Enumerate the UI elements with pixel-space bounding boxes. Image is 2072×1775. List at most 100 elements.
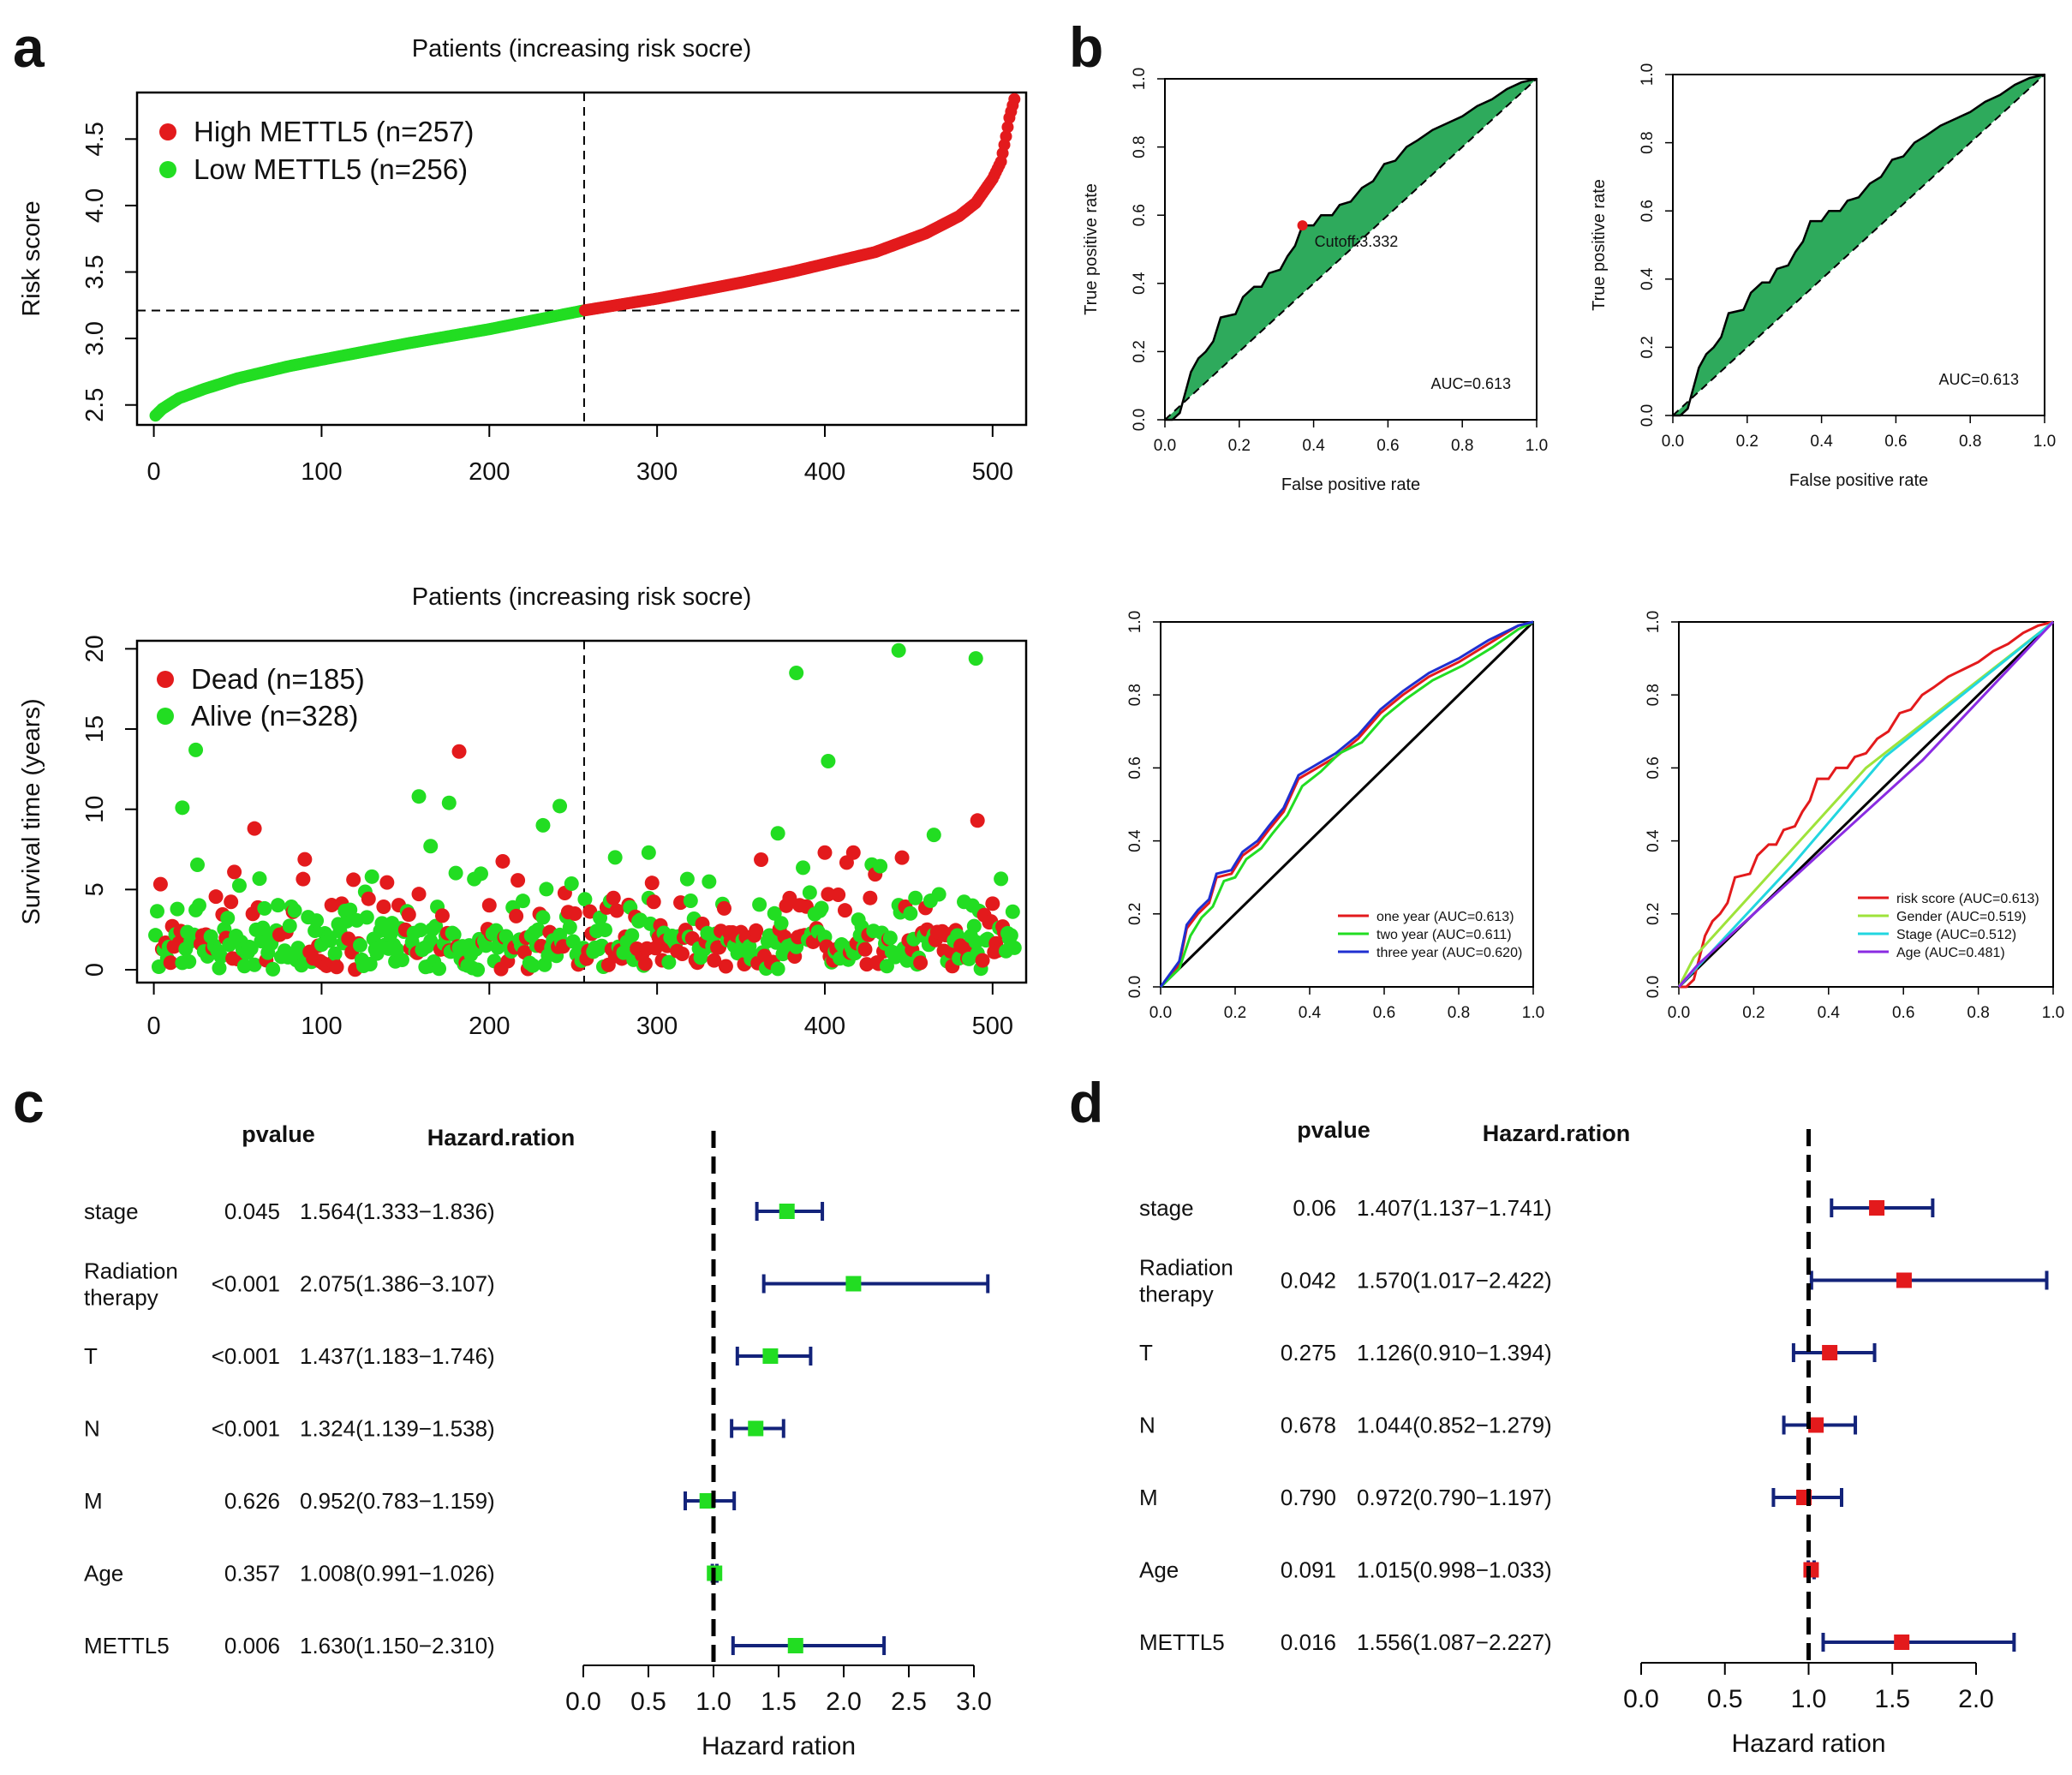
hazard-marker [779, 1204, 795, 1219]
y-tick-label: 0.4 [1126, 829, 1144, 852]
y-tick-label: 1.0 [1131, 68, 1149, 90]
survival-point [432, 961, 447, 977]
survival-point [770, 826, 785, 841]
survival-point [845, 845, 861, 860]
y-tick-label: 0.4 [1645, 829, 1663, 852]
y-tick-label: 4.0 [81, 188, 109, 223]
row-label: METTL5 [1139, 1629, 1225, 1655]
survival-point [175, 800, 190, 816]
survival-point [773, 916, 789, 931]
x-tick-label: 0.2 [1736, 433, 1759, 451]
x-tick-label: 0 [147, 1013, 161, 1040]
survival-point [985, 896, 1000, 911]
diagonal-reference [1164, 78, 1538, 421]
roc-series-line [1159, 620, 1534, 988]
row-hazard-ratio: 0.972(0.790−1.197) [1357, 1485, 1552, 1510]
survival-point [451, 744, 467, 759]
survival-point [247, 957, 262, 972]
hazard-marker [762, 1348, 779, 1364]
y-tick-label: 1.0 [1645, 611, 1663, 633]
survival-point [641, 845, 656, 860]
survival-point [1003, 928, 1018, 943]
header-pvalue: pvalue [242, 1121, 315, 1147]
survival-point [329, 959, 344, 975]
survival-point [831, 887, 846, 902]
y-tick-label: 5 [81, 882, 109, 896]
y-axis-label: Risk score [18, 200, 45, 316]
y-axis-label: True positive rate [1590, 179, 1609, 311]
survival-point [343, 902, 358, 917]
x-tick-label: 0.4 [1299, 1004, 1322, 1022]
cutoff-point [1297, 220, 1308, 231]
survival-point [152, 876, 168, 892]
row-hazard-ratio: 1.407(1.137−1.741) [1357, 1195, 1552, 1221]
row-label: T [1139, 1340, 1153, 1366]
plot-frame [135, 91, 1028, 427]
forest-multivariate-chart: pvalue Hazard.ration stage 0.06 1.407(1.137−… [1139, 1117, 2049, 1758]
survival-point [227, 864, 242, 880]
y-tick-label: 1.0 [1639, 63, 1657, 86]
x-axis-label: Hazard ration [1731, 1730, 1885, 1758]
survival-point [606, 890, 621, 905]
x-tick-label: 0.2 [1742, 1004, 1764, 1022]
row-label: Radiation [84, 1258, 178, 1284]
header-hazard-ratio: Hazard.ration [427, 1125, 576, 1150]
roc-series-line [1159, 620, 1534, 988]
chart-title: Patients (increasing risk socre) [412, 583, 751, 611]
survival-point [1006, 940, 1022, 955]
panel-label-d: d [1069, 1071, 1103, 1134]
roc-curve [1673, 73, 2045, 417]
row-label: Age [84, 1561, 123, 1587]
x-tick-label: 1.0 [1526, 437, 1548, 455]
chart-title: Patients (increasing risk socre) [412, 35, 751, 63]
row-hazard-ratio: 1.324(1.139−1.538) [300, 1416, 495, 1442]
survival-point [624, 928, 640, 943]
x-tick-label: 0.0 [1662, 433, 1684, 451]
row-pvalue: 0.042 [1281, 1268, 1336, 1294]
header-pvalue: pvalue [1297, 1117, 1370, 1143]
row-pvalue: 0.357 [224, 1561, 280, 1587]
x-tick-label: 2.5 [891, 1688, 927, 1716]
survival-point [188, 742, 204, 757]
hazard-marker [1808, 1417, 1824, 1433]
x-tick-label: 0.8 [1959, 433, 1981, 451]
plot-frame [1164, 78, 1538, 421]
x-tick-label: 200 [469, 458, 510, 486]
x-axis-label: False positive rate [1281, 475, 1420, 494]
y-tick-label: 0.0 [1645, 976, 1663, 998]
x-tick-label: 500 [972, 458, 1013, 486]
survival-point [401, 907, 416, 923]
survival-point [968, 651, 983, 666]
survival-point [593, 910, 608, 925]
survival-point [718, 959, 733, 974]
survival-point [208, 889, 224, 905]
row-label: N [84, 1416, 100, 1442]
survival-point [966, 918, 982, 934]
survival-point [891, 642, 906, 658]
y-tick-label: 0.0 [1639, 404, 1657, 427]
survival-point [163, 955, 178, 971]
survival-point [190, 857, 206, 872]
x-axis-label: Hazard ration [702, 1732, 856, 1760]
survival-point [754, 852, 769, 868]
survival-point [646, 894, 661, 910]
survival-point [413, 923, 428, 938]
survival-point [224, 894, 239, 910]
hazard-marker [1894, 1635, 1910, 1650]
survival-point [322, 933, 337, 948]
legend-label: High METTL5 (n=257) [194, 116, 474, 147]
auc-label: AUC=0.613 [1938, 371, 2019, 388]
survival-point [346, 872, 361, 888]
risk-curve-chart: Patients (increasing risk socre) 0 100 200 3… [18, 35, 1028, 486]
survival-point [894, 850, 910, 865]
survival-point [567, 906, 582, 922]
survival-point [428, 918, 444, 934]
legend-label: three year (AUC=0.620) [1376, 946, 1522, 960]
survival-point [749, 923, 764, 938]
x-tick-label: 1.0 [696, 1688, 731, 1716]
row-label: stage [1139, 1195, 1194, 1221]
survival-point [364, 869, 379, 884]
y-tick-label: 2.5 [81, 388, 109, 422]
y-axis-label: Survival time (years) [18, 698, 45, 924]
hazard-marker [699, 1493, 715, 1509]
